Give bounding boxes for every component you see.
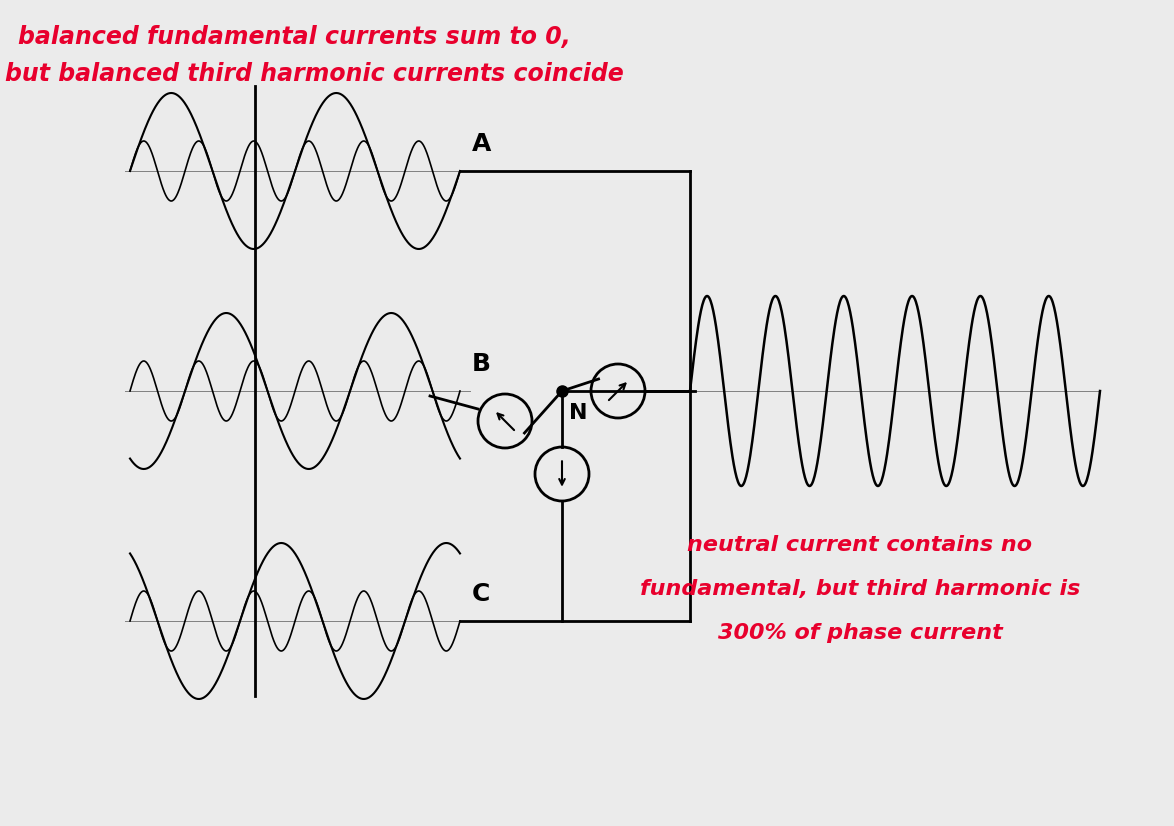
Text: A: A bbox=[472, 132, 492, 156]
Text: fundamental, but third harmonic is: fundamental, but third harmonic is bbox=[640, 579, 1080, 599]
Text: neutral current contains no: neutral current contains no bbox=[688, 535, 1032, 555]
Text: balanced fundamental currents sum to 0,: balanced fundamental currents sum to 0, bbox=[18, 25, 571, 49]
Text: N: N bbox=[569, 403, 587, 423]
Text: 300% of phase current: 300% of phase current bbox=[717, 623, 1003, 643]
Text: B: B bbox=[472, 352, 491, 376]
Text: but balanced third harmonic currents coincide: but balanced third harmonic currents coi… bbox=[5, 62, 623, 86]
Text: C: C bbox=[472, 582, 491, 606]
